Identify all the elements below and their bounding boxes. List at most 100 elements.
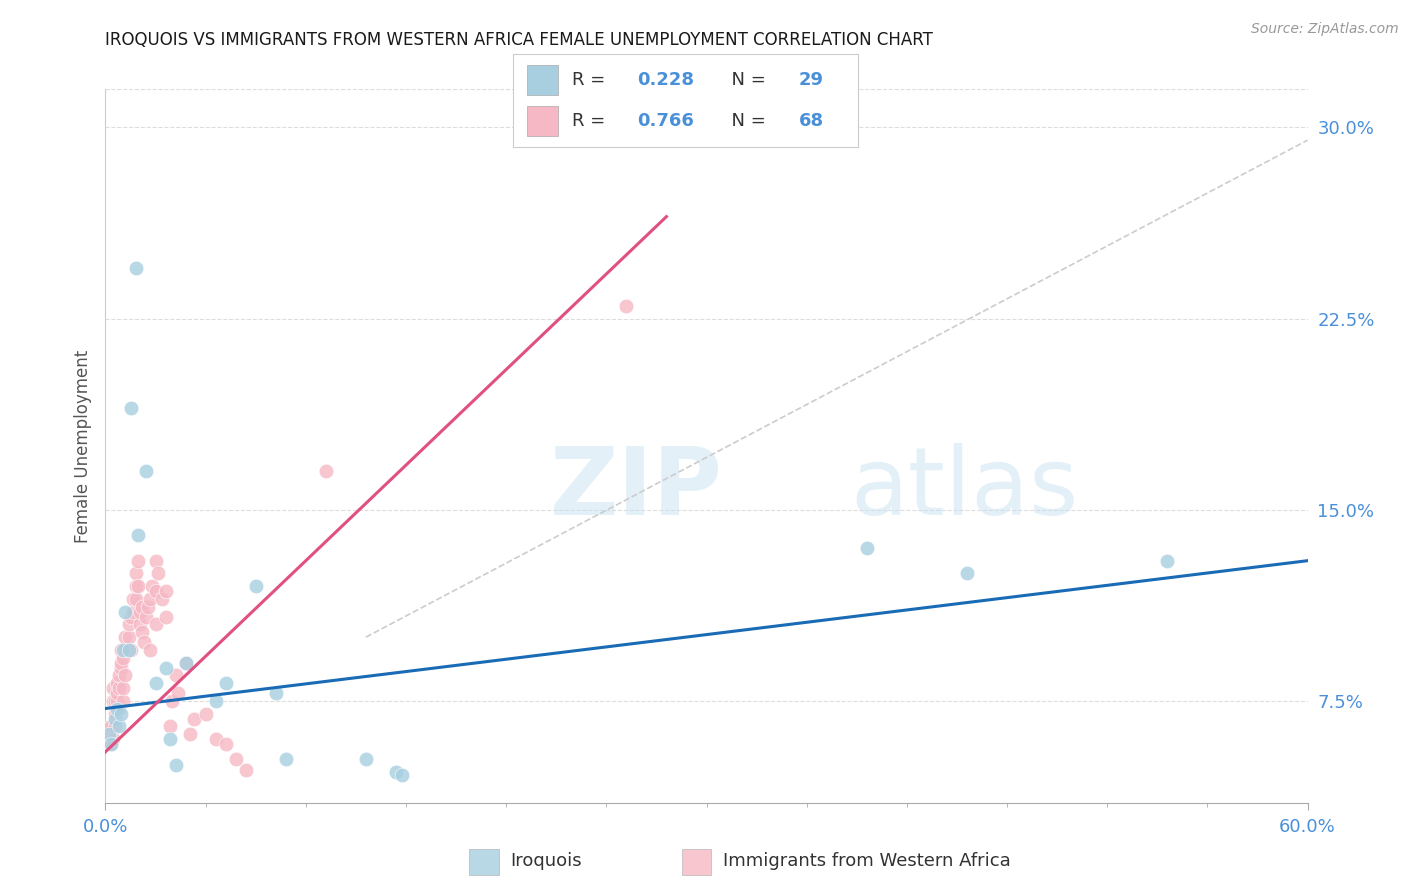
Point <box>127 554 149 568</box>
Point <box>138 643 160 657</box>
Bar <box>682 849 711 875</box>
Point <box>100 737 122 751</box>
Point <box>245 579 267 593</box>
Point <box>127 579 149 593</box>
Point <box>107 701 129 715</box>
Point <box>108 701 131 715</box>
Point <box>264 686 287 700</box>
Point <box>100 737 122 751</box>
Point <box>96 727 118 741</box>
Point <box>150 591 173 606</box>
Point <box>159 719 181 733</box>
Point <box>110 656 132 670</box>
Point <box>160 694 183 708</box>
Bar <box>527 106 558 136</box>
Point <box>108 681 131 695</box>
Point <box>131 625 153 640</box>
Point <box>354 752 377 766</box>
Point <box>104 712 127 726</box>
Point <box>145 584 167 599</box>
Point <box>98 727 121 741</box>
Point <box>104 694 127 708</box>
Point <box>112 694 135 708</box>
Point <box>98 722 121 736</box>
Point <box>1156 554 1178 568</box>
Text: R =: R = <box>572 112 610 130</box>
Point <box>214 676 236 690</box>
Point <box>98 732 121 747</box>
Point <box>174 656 197 670</box>
Point <box>128 605 150 619</box>
Point <box>124 260 146 275</box>
Point <box>127 528 149 542</box>
Point <box>385 765 408 780</box>
Point <box>174 656 197 670</box>
Text: R =: R = <box>572 70 610 88</box>
Point <box>104 719 127 733</box>
Point <box>155 584 177 599</box>
Y-axis label: Female Unemployment: Female Unemployment <box>73 350 91 542</box>
Point <box>122 591 145 606</box>
Point <box>110 643 132 657</box>
Point <box>107 676 129 690</box>
Point <box>118 643 141 657</box>
Text: ZIP: ZIP <box>550 442 723 535</box>
Text: IROQUOIS VS IMMIGRANTS FROM WESTERN AFRICA FEMALE UNEMPLOYMENT CORRELATION CHART: IROQUOIS VS IMMIGRANTS FROM WESTERN AFRI… <box>105 31 934 49</box>
Point <box>114 630 136 644</box>
Point <box>166 686 188 700</box>
Point <box>391 768 413 782</box>
Text: 68: 68 <box>799 112 824 130</box>
Point <box>159 732 181 747</box>
Point <box>204 694 226 708</box>
Point <box>194 706 217 721</box>
Point <box>155 609 177 624</box>
Point <box>145 676 167 690</box>
Point <box>118 630 141 644</box>
Text: 0.766: 0.766 <box>637 112 695 130</box>
Point <box>235 763 257 777</box>
Text: Source: ZipAtlas.com: Source: ZipAtlas.com <box>1251 22 1399 37</box>
Point <box>128 617 150 632</box>
Point <box>104 706 127 721</box>
Text: Immigrants from Western Africa: Immigrants from Western Africa <box>723 852 1011 871</box>
Point <box>145 617 167 632</box>
Point <box>118 617 141 632</box>
Point <box>114 643 136 657</box>
Point <box>135 609 157 624</box>
Point <box>616 299 638 313</box>
Point <box>112 650 135 665</box>
Point <box>121 609 143 624</box>
Point <box>131 599 153 614</box>
Point <box>179 727 201 741</box>
Point <box>121 643 143 657</box>
Point <box>124 579 146 593</box>
Point <box>114 605 136 619</box>
Text: N =: N = <box>720 112 772 130</box>
Point <box>225 752 247 766</box>
Point <box>183 712 205 726</box>
Point <box>108 719 131 733</box>
Point <box>132 635 155 649</box>
Point <box>274 752 297 766</box>
Bar <box>470 849 499 875</box>
Point <box>146 566 169 581</box>
Point <box>145 554 167 568</box>
Point <box>204 732 226 747</box>
Text: 0.228: 0.228 <box>637 70 695 88</box>
Point <box>112 643 135 657</box>
Point <box>103 694 125 708</box>
Text: 29: 29 <box>799 70 824 88</box>
Point <box>121 401 143 415</box>
Point <box>103 681 125 695</box>
Point <box>103 732 125 747</box>
Point <box>124 591 146 606</box>
Point <box>155 661 177 675</box>
Point <box>135 465 157 479</box>
Point <box>214 737 236 751</box>
Point <box>110 706 132 721</box>
Point <box>165 757 187 772</box>
Text: atlas: atlas <box>851 442 1078 535</box>
Point <box>138 591 160 606</box>
Point <box>112 681 135 695</box>
Point <box>141 579 163 593</box>
